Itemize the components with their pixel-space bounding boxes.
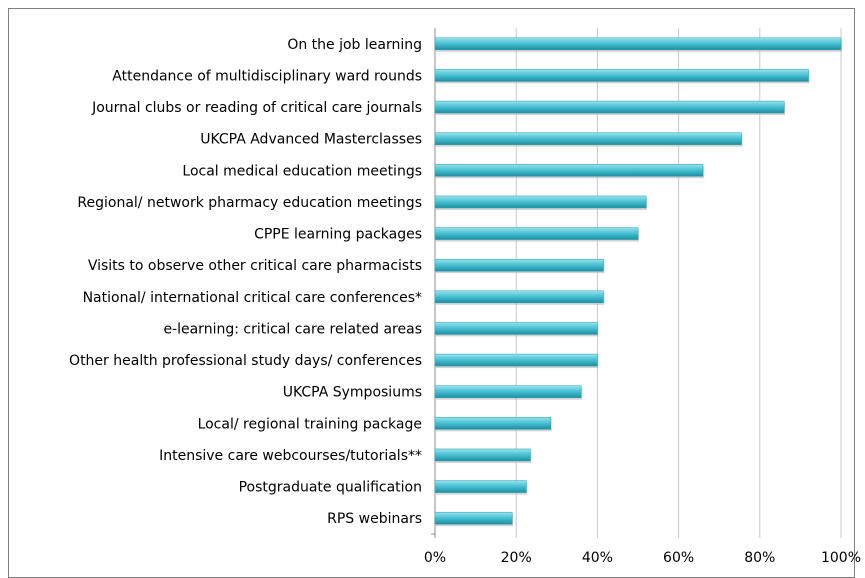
bar: [434, 353, 598, 367]
category-label: National/ international critical care co…: [83, 290, 422, 306]
bar: [434, 448, 531, 462]
category-labels: On the job learning Attendance of multidi…: [69, 37, 422, 527]
bar: [434, 480, 527, 493]
category-label: Local/ regional training package: [198, 416, 422, 432]
bar: [434, 322, 598, 335]
bar: [434, 511, 513, 525]
category-label: Regional/ network pharmacy education mee…: [77, 195, 422, 211]
category-label: Postgraduate qualification: [239, 480, 422, 496]
bar: [434, 290, 604, 304]
x-tick-label: 40%: [582, 550, 613, 566]
bars: [434, 37, 842, 527]
x-tick-label: 60%: [663, 550, 694, 566]
x-tick-labels: 0% 20% 40% 60% 80% 100%: [424, 550, 861, 566]
bar: [434, 195, 647, 209]
x-tick-label: 100%: [821, 550, 861, 566]
bar: [434, 417, 551, 430]
category-label: CPPE learning packages: [254, 227, 422, 243]
bar: [434, 258, 604, 272]
category-label: Other health professional study days/ co…: [69, 353, 422, 369]
category-label: e-learning: critical care related areas: [163, 321, 422, 337]
bar: [434, 227, 639, 240]
category-label: RPS webinars: [327, 511, 422, 527]
bar: [434, 37, 842, 51]
category-label: Journal clubs or reading of critical car…: [91, 100, 422, 116]
category-label: UKCPA Advanced Masterclasses: [200, 132, 422, 148]
x-tick-label: 20%: [501, 550, 532, 566]
x-tick-label: 0%: [424, 550, 446, 566]
category-label: UKCPA Symposiums: [283, 385, 422, 401]
bar: [434, 132, 742, 145]
category-label: Visits to observe other critical care ph…: [88, 258, 422, 274]
bar: [434, 100, 785, 114]
x-tick-label: 80%: [744, 550, 775, 566]
category-label: Attendance of multidisciplinary ward rou…: [112, 68, 422, 84]
category-label: Intensive care webcourses/tutorials**: [159, 448, 422, 464]
category-label: Local medical education meetings: [182, 163, 422, 179]
bar: [434, 385, 582, 398]
bar: [434, 69, 809, 82]
bar: [434, 164, 704, 177]
category-label: On the job learning: [287, 37, 422, 53]
